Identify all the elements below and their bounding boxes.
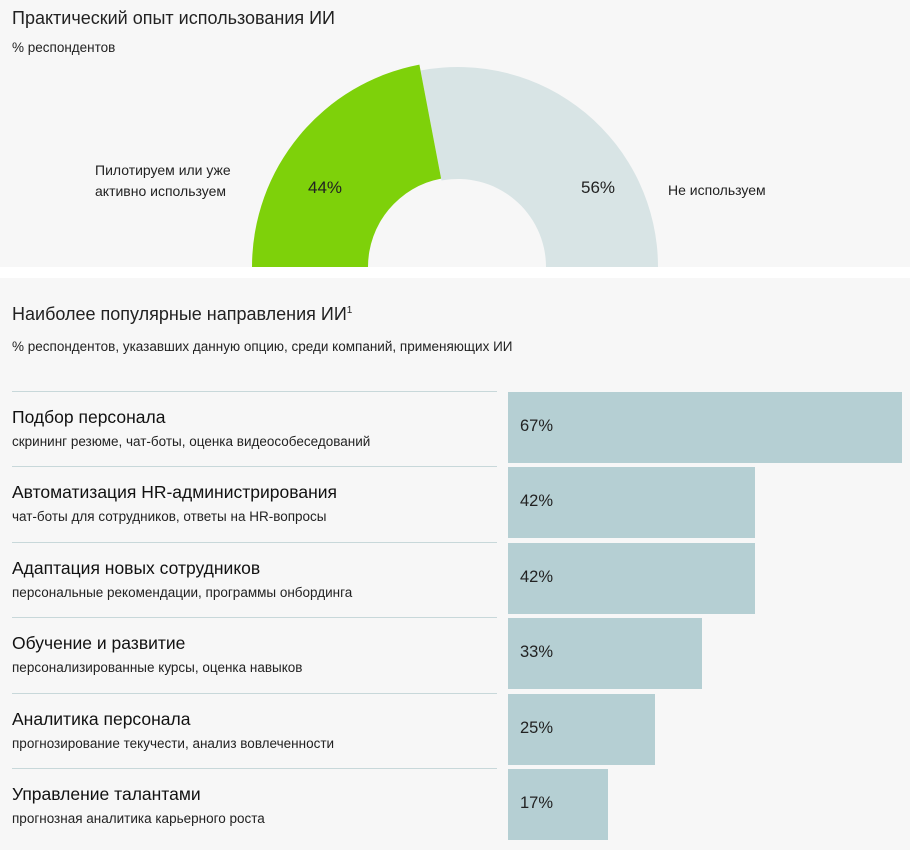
half-donut-chart [252, 64, 658, 267]
ai-directions-title: Наиболее популярные направления ИИ1 [12, 304, 353, 324]
category-row: Аналитика персонала прогнозирование текуч… [12, 692, 497, 769]
bar: 67% [508, 392, 902, 463]
bar-value-label: 17% [520, 794, 554, 812]
bar-value-label: 42% [520, 567, 554, 586]
category-description: скрининг резюме, чат-боты, оценка видеос… [12, 434, 371, 449]
category-row: Автоматизация HR-администрирования чат-бо… [12, 466, 497, 542]
slice-value-not-using: 56% [581, 178, 616, 197]
category-row: Адаптация новых сотрудников персональные … [12, 541, 497, 618]
bar-value-label: 25% [520, 718, 554, 737]
ai-usage-subtitle: % респондентов [12, 40, 116, 55]
category-name: Подбор персонала [12, 407, 166, 427]
category-description: чат-боты для сотрудников, ответы на HR-в… [12, 509, 327, 525]
category-description: прогнозирование текучести, анализ вовлеч… [12, 735, 335, 751]
donut-slice-0 [252, 64, 442, 267]
bar: 17% [508, 769, 608, 840]
category-name: Адаптация новых сотрудников [12, 557, 261, 578]
category-name: Обучение и развитие [12, 633, 186, 654]
bar: 33% [508, 618, 703, 690]
bar-value-label: 33% [520, 643, 554, 662]
category-row: Обучение и развитие персонализированные к… [12, 617, 497, 693]
slice-label-using: Пилотируем или уже активно используем [95, 162, 231, 199]
donut-slice-1 [420, 67, 658, 267]
category-name: Управление талантами [12, 784, 201, 804]
category-row: Подбор персонала скрининг резюме, чат-бот… [12, 391, 497, 467]
bar: 42% [508, 467, 755, 539]
category-row: Управление талантами прогнозная аналитика… [12, 768, 497, 844]
footnote-marker: 1 [346, 305, 353, 316]
ai-usage-title: Практический опыт использования ИИ [12, 8, 335, 28]
ai-usage-panel: Практический опыт использования ИИ % рес… [0, 0, 910, 267]
category-description: прогнозная аналитика карьерного роста [12, 811, 265, 826]
slice-label-not-using: Не используем [668, 182, 766, 198]
ai-directions-subtitle: % респондентов, указавших данную опцию, … [12, 339, 513, 354]
bar: 25% [508, 693, 655, 765]
category-description: персональные рекомендации, программы онб… [12, 584, 353, 600]
bar-value-label: 67% [520, 417, 554, 435]
ai-directions-panel: Наиболее популярные направления ИИ1 % ре… [0, 278, 910, 850]
slice-value-using: 44% [308, 178, 343, 197]
category-name: Аналитика персонала [12, 708, 191, 729]
bar: 42% [508, 542, 755, 614]
bar-value-label: 42% [520, 492, 554, 511]
category-name: Автоматизация HR-администрирования [12, 482, 337, 503]
panel-divider [0, 267, 910, 278]
category-description: персонализированные курсы, оценка навыко… [12, 660, 303, 676]
